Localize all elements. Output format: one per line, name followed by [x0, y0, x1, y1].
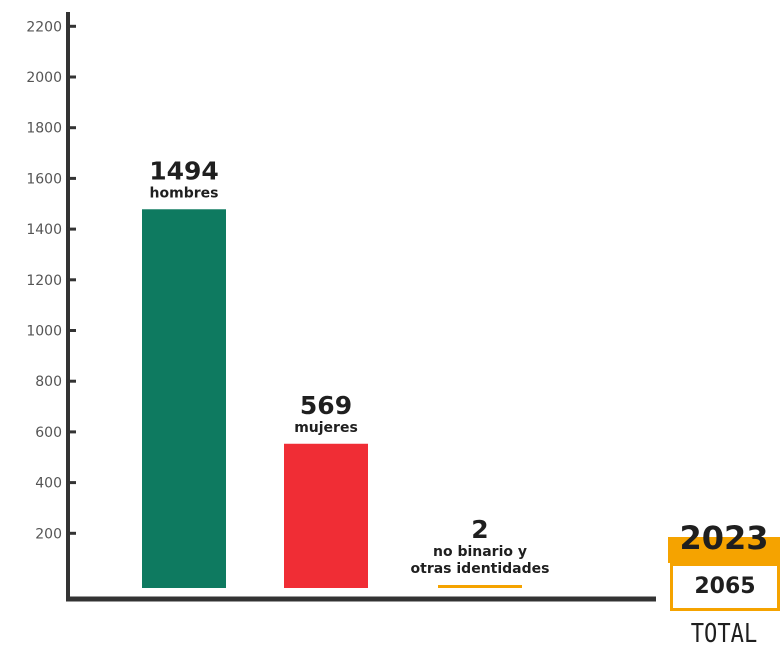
y-tick-label: 2000 — [26, 70, 62, 86]
bar-1 — [142, 209, 226, 588]
year-label: 2023 — [679, 519, 769, 557]
category-label: hombres — [150, 185, 219, 201]
y-tick-label: 1600 — [26, 171, 62, 187]
y-tick-label: 600 — [35, 425, 62, 441]
y-tick-label: 1800 — [26, 121, 62, 137]
bar-3 — [438, 585, 522, 588]
data-label: 569 — [300, 391, 352, 420]
y-tick-label: 1200 — [26, 273, 62, 289]
category-label: no binario y — [433, 544, 527, 560]
category-label: otras identidades — [411, 561, 550, 577]
data-label: 2 — [471, 515, 488, 544]
category-label: mujeres — [294, 420, 358, 436]
total-label: TOTAL — [690, 619, 758, 649]
y-tick-label: 400 — [35, 476, 62, 492]
y-tick-label: 800 — [35, 374, 62, 390]
y-tick-label: 1400 — [26, 222, 62, 238]
data-label: 1494 — [149, 156, 219, 185]
bars — [142, 209, 522, 588]
year-tab — [668, 537, 780, 563]
bar-2 — [284, 443, 368, 588]
y-tick-label: 2200 — [26, 19, 62, 35]
y-ticks: 200 400 600 800 1000 1200 1400 1600 1800 2000 2200 — [26, 19, 76, 542]
y-tick-label: 200 — [35, 526, 62, 542]
y-tick-label: 1000 — [26, 324, 62, 340]
total-value-box: 2065 — [670, 563, 780, 611]
